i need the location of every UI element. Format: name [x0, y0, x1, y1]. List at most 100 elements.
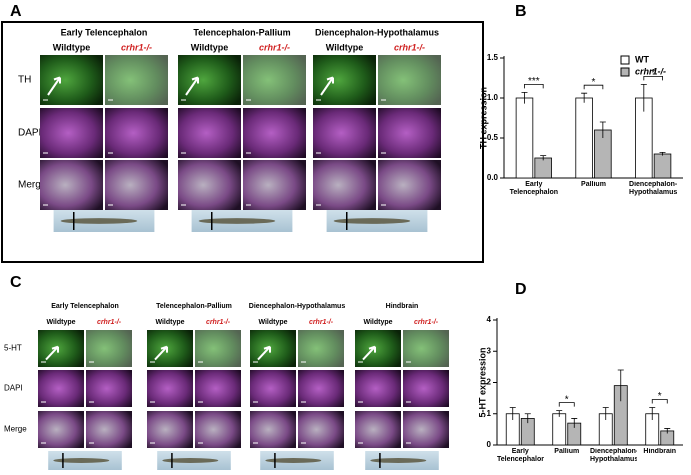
micrograph — [105, 108, 168, 158]
error-bar — [509, 407, 516, 420]
panel-letter: C — [10, 274, 22, 291]
panel-letter: A — [10, 3, 22, 20]
micrograph — [250, 411, 296, 448]
genotype-label: Wildtype — [155, 319, 184, 326]
significance-label: * — [565, 394, 569, 405]
genotype-label: Wildtype — [46, 319, 75, 326]
micrograph — [355, 411, 401, 448]
micrograph — [38, 330, 84, 367]
arrow — [185, 76, 199, 96]
micrograph — [105, 160, 168, 210]
arrow — [257, 345, 271, 361]
arrow — [362, 345, 376, 361]
error-bar — [581, 92, 588, 103]
row-label: DAPI — [18, 128, 41, 139]
micrograph — [40, 108, 103, 158]
micrograph — [378, 55, 441, 105]
fish — [60, 218, 138, 224]
y-tick-label: 2 — [487, 378, 492, 387]
micrograph — [40, 55, 103, 105]
genotype-label: crhr1-/- — [394, 42, 425, 52]
bar — [653, 153, 672, 179]
row-label: DAPI — [4, 384, 23, 393]
micrograph — [40, 160, 103, 210]
micrograph — [195, 411, 241, 448]
region-title: Hindbrain — [386, 303, 419, 310]
micrograph — [298, 330, 344, 367]
bar — [575, 97, 593, 179]
error-bar — [521, 92, 528, 104]
arrow — [45, 345, 59, 361]
micrograph — [378, 160, 441, 210]
genotype-label: Wildtype — [363, 319, 392, 326]
genotype-label: crhr1-/- — [206, 319, 231, 326]
micrograph — [403, 330, 449, 367]
micrograph — [313, 55, 376, 105]
error-bar — [617, 369, 624, 402]
micrograph — [86, 330, 132, 367]
micrograph — [38, 370, 84, 407]
error-bar — [602, 407, 609, 420]
error-bar — [664, 428, 671, 434]
panel-frame — [1, 21, 484, 263]
error-bar — [599, 121, 606, 138]
region-title: Early Telencephalon — [61, 27, 148, 37]
fish — [53, 458, 110, 463]
error-bar — [659, 152, 666, 156]
fish — [265, 458, 322, 463]
region-title: Telencephalon-Pallium — [156, 303, 232, 310]
genotype-label: crhr1-/- — [414, 319, 439, 326]
micrograph — [38, 411, 84, 448]
micrograph — [313, 160, 376, 210]
y-tick-label: 1.5 — [487, 53, 499, 62]
y-tick-label: 1.0 — [487, 93, 499, 102]
significance-bracket — [558, 402, 575, 407]
y-tick-label: 1 — [487, 409, 492, 418]
row-label: Merge — [18, 180, 47, 191]
micrograph — [403, 370, 449, 407]
x-tick-label-box: Diencephalon-Hypothalamus — [629, 181, 677, 196]
y-tick-label: 0.0 — [487, 173, 499, 182]
micrograph — [355, 370, 401, 407]
genotype-label: crhr1-/- — [259, 42, 290, 52]
micrograph — [243, 160, 306, 210]
bar — [552, 413, 567, 446]
x-tick-label: Hindbrain — [643, 448, 677, 455]
region-title: Early Telencephalon — [51, 303, 119, 310]
micrograph — [313, 108, 376, 158]
error-bar — [640, 84, 647, 112]
significance-label: *** — [528, 76, 540, 87]
arrow — [47, 76, 61, 96]
micrograph — [147, 411, 193, 448]
x-tick-label: Diencephalon-Hypothalamus — [590, 448, 637, 463]
genotype-label: Wildtype — [53, 42, 90, 52]
micrograph — [195, 370, 241, 407]
error-bar — [571, 418, 578, 428]
fish — [370, 458, 427, 463]
x-tick-label-box: Diencephalon-Hypothalamus — [590, 448, 637, 463]
genotype-label: crhr1-/- — [121, 42, 152, 52]
micrograph — [250, 330, 296, 367]
micrograph — [298, 411, 344, 448]
error-bar — [649, 407, 656, 420]
micrograph — [298, 370, 344, 407]
significance-label: * — [651, 68, 655, 79]
error-bar — [556, 410, 563, 417]
significance-bracket — [524, 84, 544, 89]
x-tick-label: Early Telencephalon — [509, 181, 559, 196]
micrograph — [178, 160, 241, 210]
micrograph — [243, 108, 306, 158]
genotype-label: Wildtype — [258, 319, 287, 326]
significance-label: * — [592, 77, 596, 88]
micrograph — [86, 370, 132, 407]
micrograph — [243, 55, 306, 105]
legend-label: crhr1-/- — [635, 66, 666, 76]
y-axis-label: 5-HT expression — [477, 347, 487, 417]
x-tick-label: Pallium — [581, 181, 606, 188]
y-tick-label: 4 — [487, 315, 492, 324]
region-title: Diencephalon-Hypothalamus — [249, 303, 346, 310]
micrograph — [195, 330, 241, 367]
row-label: Merge — [4, 425, 27, 434]
micrograph — [178, 108, 241, 158]
